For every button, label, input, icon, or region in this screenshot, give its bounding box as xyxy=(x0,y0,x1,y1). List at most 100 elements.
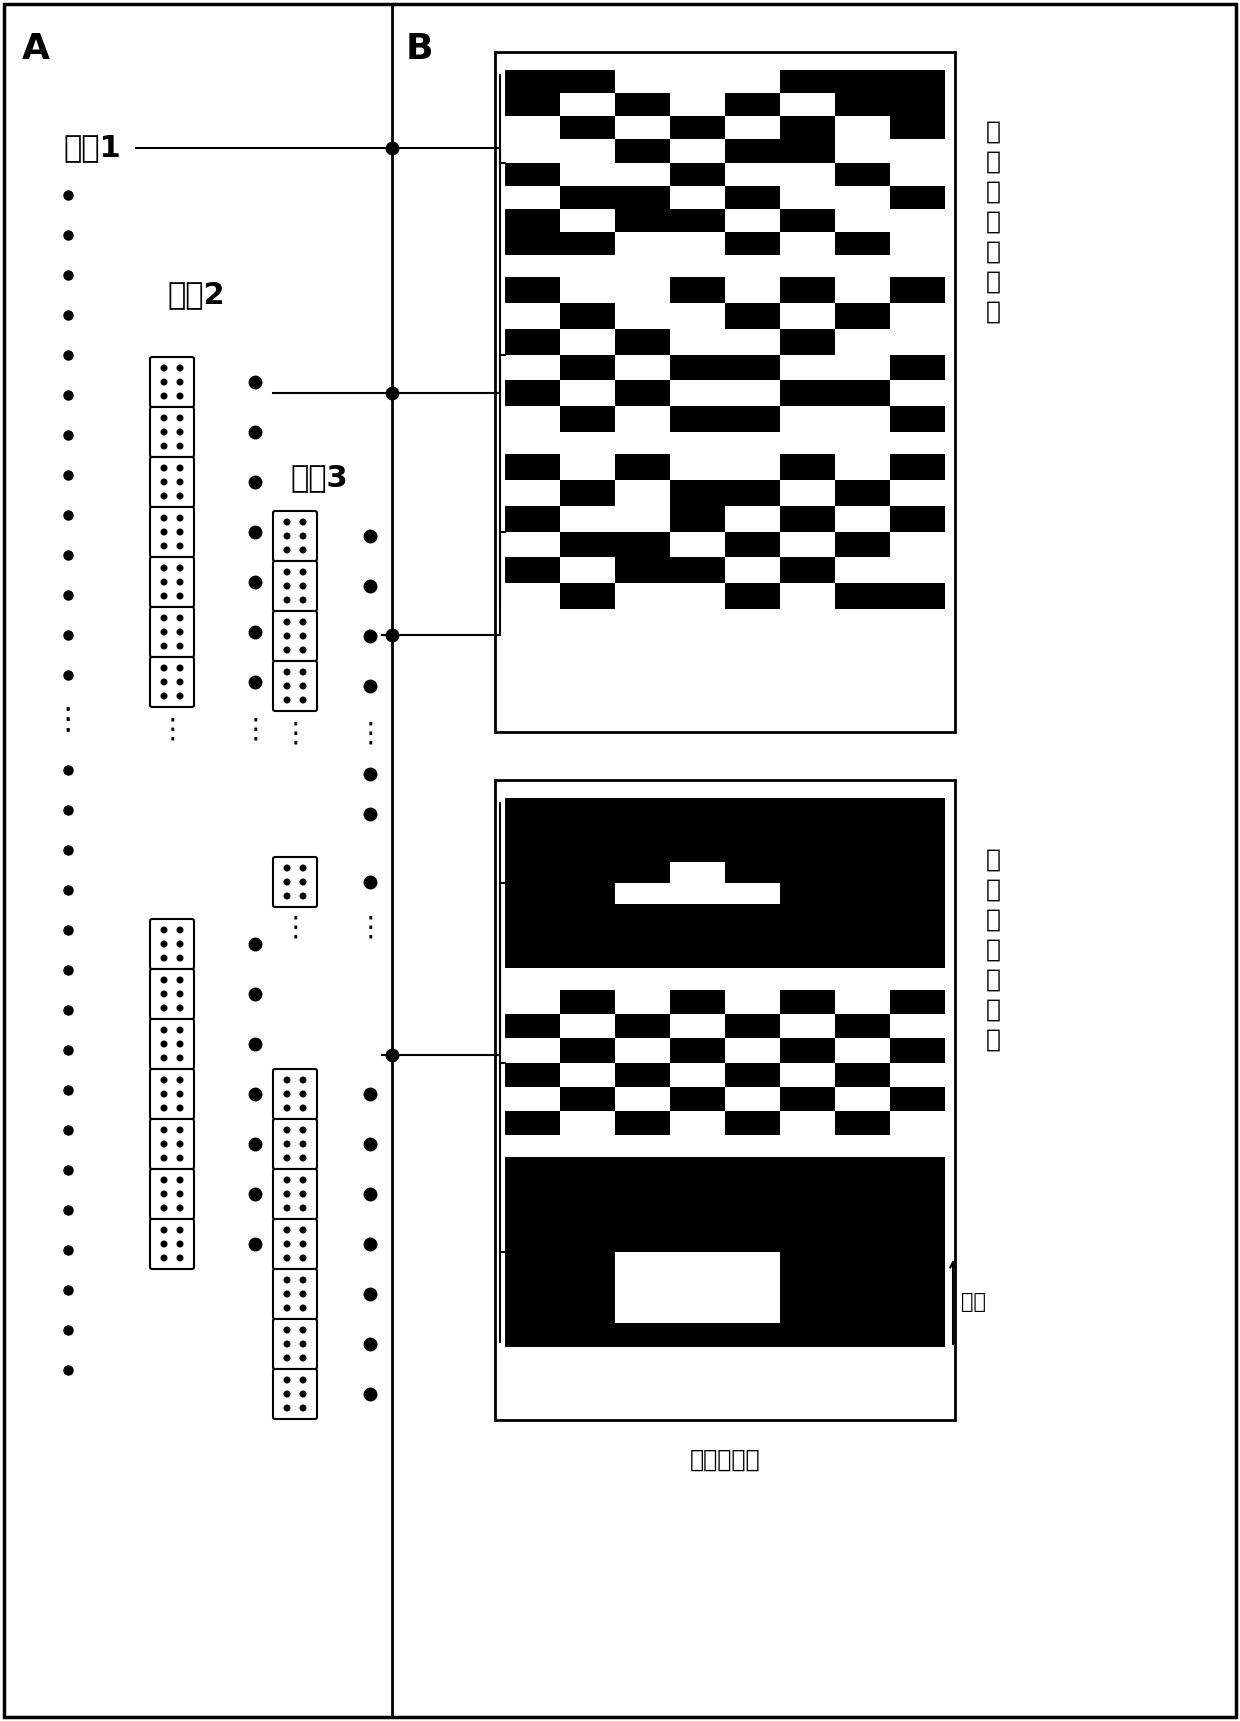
Bar xyxy=(560,380,615,406)
Circle shape xyxy=(300,647,306,652)
Bar xyxy=(615,277,670,303)
Circle shape xyxy=(177,928,182,933)
Circle shape xyxy=(300,893,306,898)
Circle shape xyxy=(177,580,182,585)
Circle shape xyxy=(300,1105,306,1110)
Circle shape xyxy=(161,1127,167,1132)
Bar xyxy=(725,454,780,480)
Circle shape xyxy=(177,564,182,571)
Text: ⋮: ⋮ xyxy=(241,716,269,743)
Circle shape xyxy=(284,1177,290,1182)
Bar xyxy=(725,1038,780,1062)
FancyBboxPatch shape xyxy=(273,661,317,711)
FancyBboxPatch shape xyxy=(150,508,193,558)
Text: 关: 关 xyxy=(986,270,1001,294)
Bar xyxy=(725,1251,780,1275)
Circle shape xyxy=(161,564,167,571)
Bar xyxy=(725,329,780,355)
Circle shape xyxy=(177,614,182,621)
Circle shape xyxy=(161,1155,167,1160)
Circle shape xyxy=(177,955,182,960)
Bar xyxy=(725,1086,780,1110)
Circle shape xyxy=(300,1241,306,1246)
Bar xyxy=(670,1251,725,1275)
Circle shape xyxy=(300,534,306,539)
Circle shape xyxy=(177,528,182,535)
Bar xyxy=(890,329,945,355)
Circle shape xyxy=(161,644,167,649)
Bar xyxy=(725,380,780,406)
Text: 尺剧1: 尺剧1 xyxy=(63,134,120,162)
Bar xyxy=(615,583,670,609)
Bar xyxy=(670,139,725,162)
Bar xyxy=(615,883,670,904)
Circle shape xyxy=(161,1205,167,1212)
Bar xyxy=(780,232,835,255)
Bar xyxy=(670,1299,725,1323)
Bar xyxy=(505,454,945,609)
Circle shape xyxy=(300,1406,306,1411)
Bar xyxy=(505,117,560,139)
FancyBboxPatch shape xyxy=(150,919,193,969)
Bar xyxy=(505,355,560,380)
Bar xyxy=(615,232,670,255)
Circle shape xyxy=(300,1305,306,1311)
Circle shape xyxy=(177,415,182,422)
Circle shape xyxy=(300,620,306,625)
Bar xyxy=(835,558,890,583)
Bar xyxy=(505,277,945,432)
Circle shape xyxy=(161,465,167,472)
FancyBboxPatch shape xyxy=(273,561,317,611)
Circle shape xyxy=(161,1141,167,1146)
Bar xyxy=(615,990,670,1014)
Text: A: A xyxy=(22,33,50,65)
Circle shape xyxy=(161,666,167,671)
Circle shape xyxy=(284,1091,290,1096)
Circle shape xyxy=(161,415,167,422)
Circle shape xyxy=(284,1291,290,1298)
Circle shape xyxy=(177,680,182,685)
Circle shape xyxy=(161,1177,167,1182)
Bar xyxy=(495,780,955,1420)
Circle shape xyxy=(284,647,290,652)
Circle shape xyxy=(161,1105,167,1110)
Bar xyxy=(615,480,670,506)
Text: 相: 相 xyxy=(986,967,1001,991)
Circle shape xyxy=(284,1241,290,1246)
Circle shape xyxy=(177,1205,182,1212)
Text: 关: 关 xyxy=(986,998,1001,1022)
Circle shape xyxy=(300,1191,306,1196)
Circle shape xyxy=(300,1255,306,1261)
Bar xyxy=(560,1062,615,1086)
Circle shape xyxy=(300,583,306,589)
Bar xyxy=(725,506,780,532)
Circle shape xyxy=(177,1105,182,1110)
Circle shape xyxy=(284,570,290,575)
Circle shape xyxy=(177,1191,182,1196)
Bar xyxy=(615,1086,670,1110)
Circle shape xyxy=(177,594,182,599)
Circle shape xyxy=(161,1091,167,1096)
Bar xyxy=(670,71,725,93)
Circle shape xyxy=(161,379,167,386)
Bar xyxy=(505,583,560,609)
Circle shape xyxy=(300,697,306,702)
Bar xyxy=(890,303,945,329)
Circle shape xyxy=(177,392,182,399)
Circle shape xyxy=(300,570,306,575)
Bar xyxy=(505,990,560,1014)
Circle shape xyxy=(177,1041,182,1046)
Circle shape xyxy=(161,1191,167,1196)
Text: 于: 于 xyxy=(986,150,1001,174)
Bar xyxy=(505,1086,560,1110)
FancyBboxPatch shape xyxy=(273,1218,317,1268)
Circle shape xyxy=(177,644,182,649)
Text: ⋮: ⋮ xyxy=(281,719,309,749)
Circle shape xyxy=(177,694,182,699)
Circle shape xyxy=(300,683,306,688)
Circle shape xyxy=(284,1227,290,1232)
Bar xyxy=(890,1110,945,1136)
Bar xyxy=(505,990,945,1136)
Circle shape xyxy=(161,694,167,699)
Circle shape xyxy=(161,594,167,599)
